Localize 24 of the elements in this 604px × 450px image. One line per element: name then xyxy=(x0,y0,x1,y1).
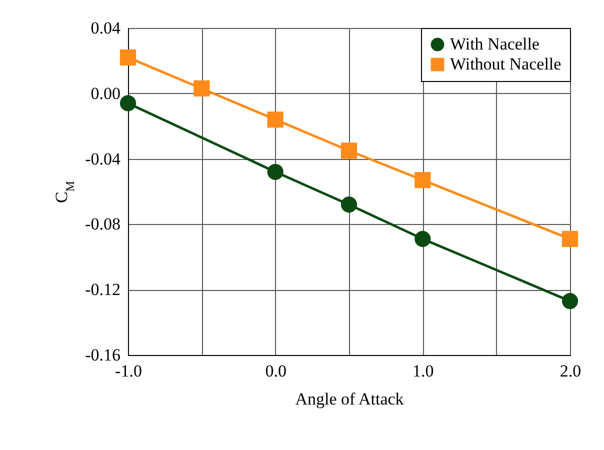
point xyxy=(340,142,358,159)
legend-label: Without Nacelle xyxy=(450,54,562,74)
y-tick-label: -0.08 xyxy=(85,214,120,234)
legend-label: With Nacelle xyxy=(450,34,540,54)
point xyxy=(340,196,358,213)
y-tick-label: -0.04 xyxy=(85,149,121,168)
point xyxy=(562,293,578,310)
x-axis-title: Angle of Attack xyxy=(295,390,404,408)
point xyxy=(194,80,210,97)
x-tick-label: 2.0 xyxy=(560,362,582,380)
point xyxy=(562,230,578,247)
point xyxy=(267,164,284,180)
point xyxy=(267,112,284,128)
point xyxy=(414,230,431,247)
y-tick-label: 0.04 xyxy=(90,18,121,38)
x-tick-label: -1.0 xyxy=(115,362,142,380)
y-tick-label: -0.12 xyxy=(85,280,120,300)
x-tick-label: 1.0 xyxy=(412,362,434,380)
point xyxy=(120,95,136,112)
y-tick-label: 0.00 xyxy=(90,84,120,103)
point xyxy=(414,172,431,188)
point xyxy=(120,49,136,66)
y-tick-label: -0.16 xyxy=(85,346,120,364)
x-tick-label: 0.0 xyxy=(265,362,286,380)
